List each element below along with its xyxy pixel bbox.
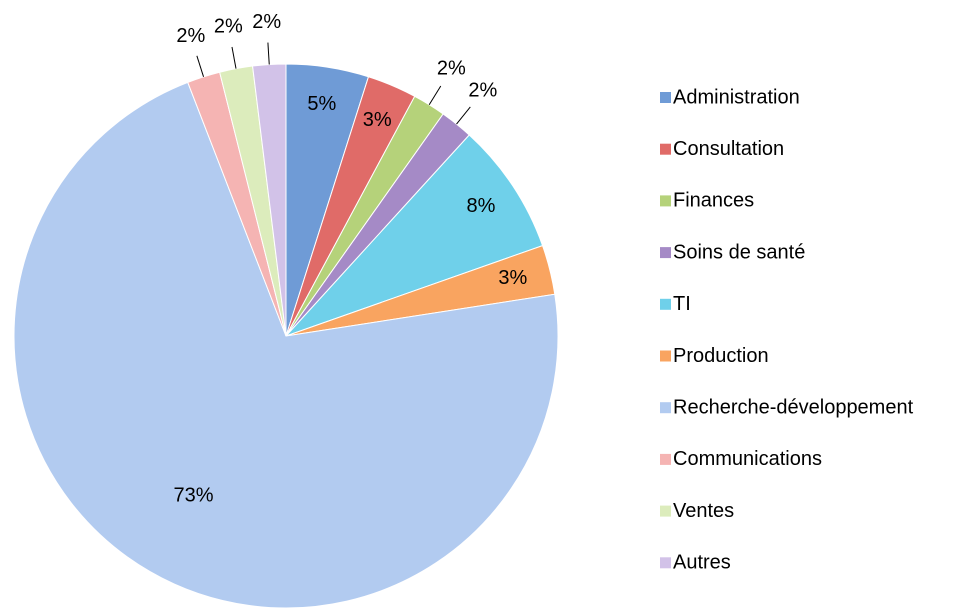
data-label: 2% xyxy=(437,57,466,79)
legend-label: Autres xyxy=(673,552,731,574)
data-label: 3% xyxy=(498,267,527,289)
legend-label: TI xyxy=(673,293,691,315)
legend-swatch xyxy=(660,143,671,155)
legend-swatch xyxy=(660,195,671,207)
data-label: 5% xyxy=(307,93,336,115)
legend-swatch xyxy=(660,350,671,362)
legend-swatch xyxy=(660,298,671,310)
legend-swatch xyxy=(660,557,671,569)
legend-swatch xyxy=(660,453,671,465)
leader-line xyxy=(196,55,205,77)
pie-slice xyxy=(13,81,559,609)
data-label: 73% xyxy=(174,484,214,506)
legend-label: Administration xyxy=(673,86,800,108)
legend-label: Soins de santé xyxy=(673,241,805,263)
pie-slice xyxy=(285,134,544,337)
legend-swatch xyxy=(660,505,671,517)
leader-line xyxy=(428,85,442,106)
legend-label: Ventes xyxy=(673,500,734,522)
data-label: 3% xyxy=(363,109,392,131)
legend-swatch xyxy=(660,402,671,414)
data-label: 8% xyxy=(467,195,496,217)
leader-line xyxy=(267,42,270,65)
data-label: 2% xyxy=(252,11,281,33)
legend-label: Communications xyxy=(673,448,822,470)
data-label: 2% xyxy=(176,25,205,47)
leader-line xyxy=(231,46,237,69)
legend-label: Consultation xyxy=(673,138,784,160)
legend-swatch xyxy=(660,92,671,103)
legend-label: Production xyxy=(673,345,769,367)
legend-label: Finances xyxy=(673,190,754,212)
leader-line xyxy=(456,106,471,125)
data-label: 2% xyxy=(214,16,243,38)
legend-label: Recherche-développement xyxy=(673,396,914,418)
data-label: 2% xyxy=(468,80,497,102)
legend-swatch xyxy=(660,247,671,259)
